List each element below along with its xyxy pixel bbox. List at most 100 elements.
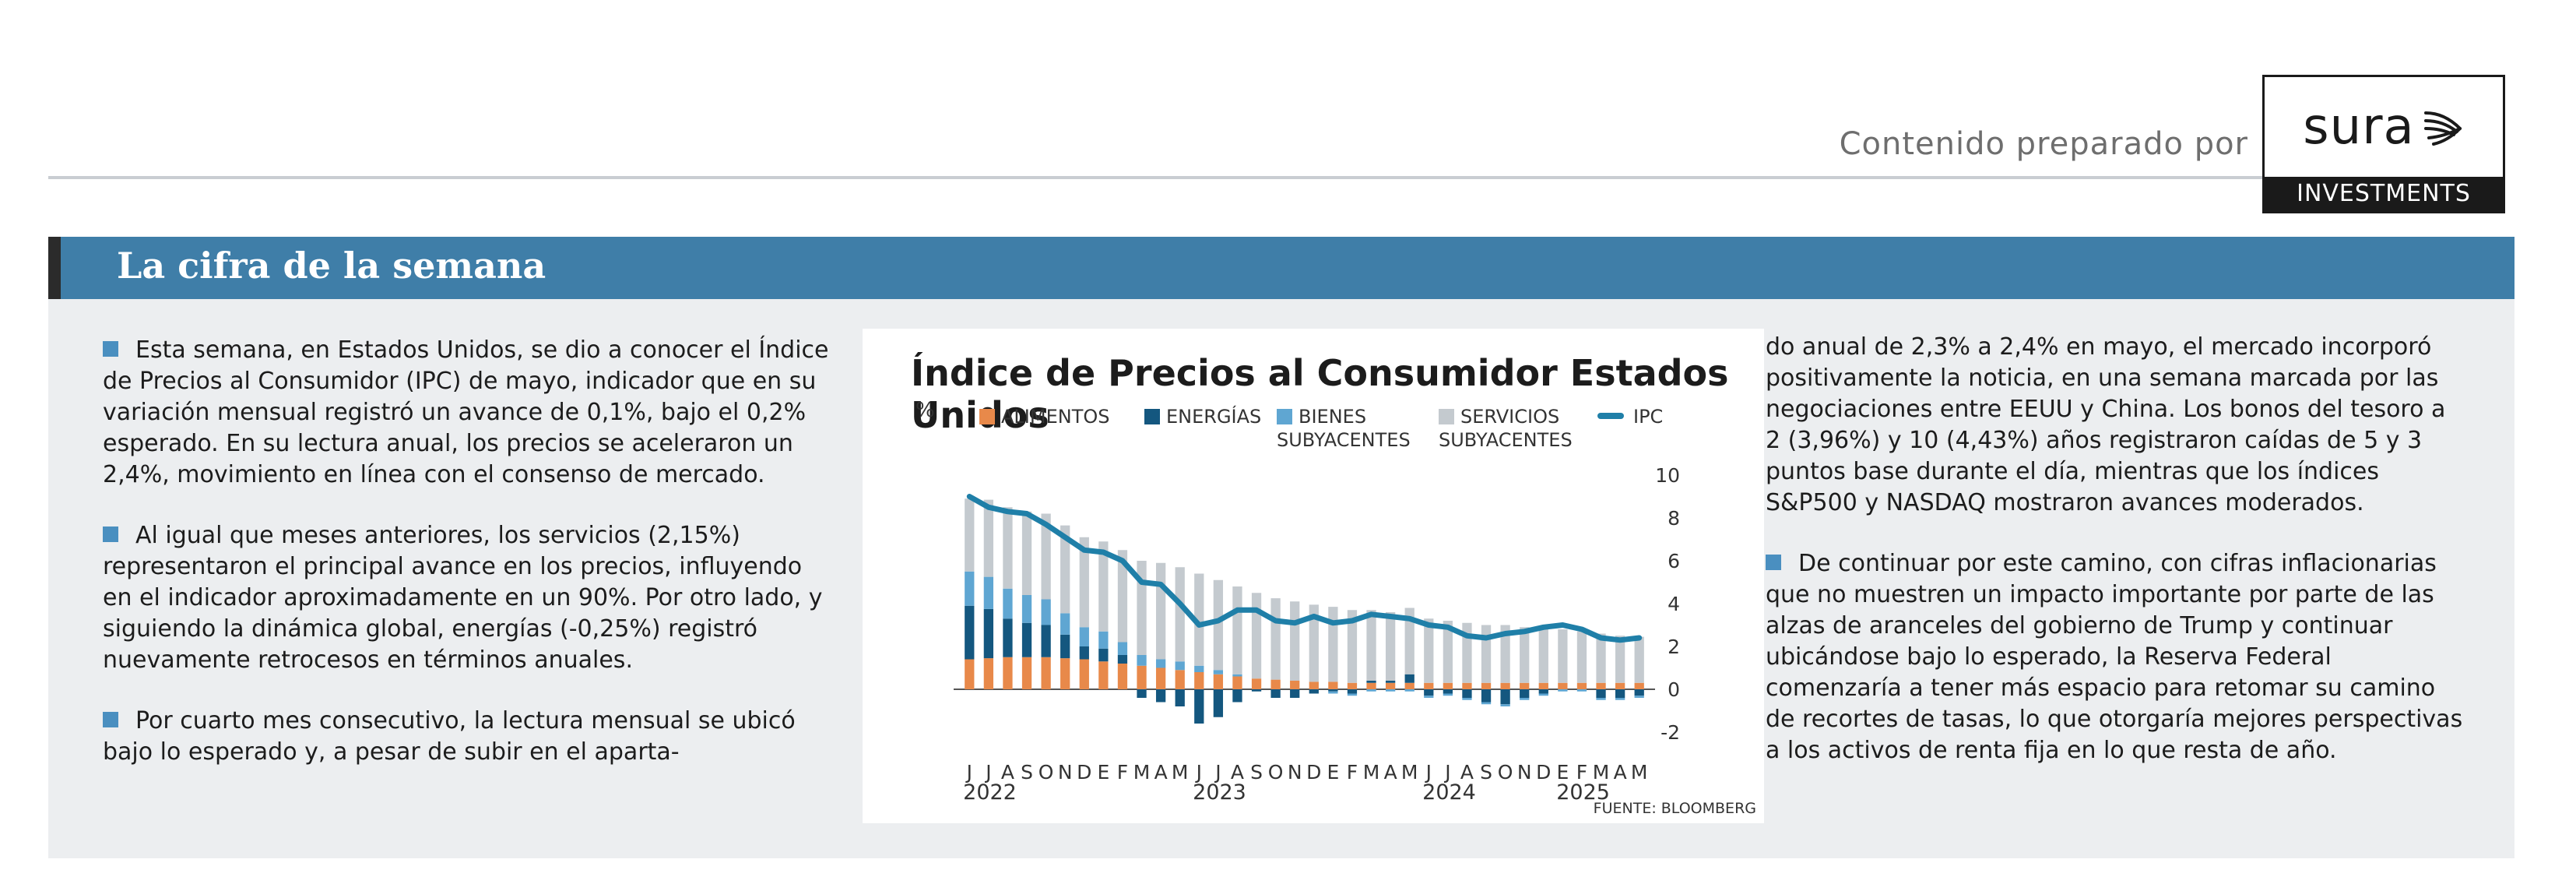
x-tick-label: N	[1058, 761, 1073, 784]
legend-servicios: SERVICIOS SUBYACENTES	[1439, 406, 1573, 451]
x-tick-label: S	[1250, 761, 1263, 784]
x-tick-label: D	[1306, 761, 1321, 784]
x-tick-label: M	[1593, 761, 1610, 784]
bullet-square-icon	[103, 712, 118, 727]
bar-segment	[1194, 573, 1204, 666]
bar-segment	[1385, 612, 1396, 681]
bar-segment	[1232, 676, 1242, 689]
bar-segment	[1615, 682, 1625, 689]
bar-segment	[1424, 682, 1434, 689]
bar-segment	[1117, 664, 1128, 689]
bar-segment	[1175, 670, 1185, 689]
x-tick-label: A	[1154, 761, 1168, 784]
bar-segment	[1481, 625, 1492, 683]
x-tick-label: A	[1384, 761, 1397, 784]
bar-segment	[1462, 698, 1472, 700]
x-tick-label: O	[1038, 761, 1054, 784]
bar-segment	[983, 658, 994, 689]
bar-segment	[1003, 618, 1013, 657]
bar-segment	[1060, 634, 1070, 659]
bar-segment	[1347, 682, 1358, 689]
bar-segment	[1520, 689, 1530, 698]
prepared-by-label: Contenido preparado por	[1839, 126, 2248, 162]
sura-investments-logo: sura INVESTMENTS	[2262, 75, 2505, 213]
legend-swatch	[979, 409, 995, 424]
bar-segment	[1003, 657, 1013, 689]
bar-segment	[1194, 689, 1204, 724]
bar-segment	[1098, 661, 1109, 689]
bar-segment	[1366, 682, 1376, 689]
bar-segment	[965, 498, 975, 572]
paragraph: Esta semana, en Estados Unidos, se dio a…	[103, 336, 829, 488]
bar-segment	[1596, 689, 1606, 698]
bar-segment	[1558, 689, 1568, 692]
bar-segment	[1290, 689, 1300, 698]
bar-segment	[1041, 599, 1051, 625]
x-tick-label: E	[1556, 761, 1569, 784]
logo-word: sura	[2303, 98, 2415, 156]
chart-source: FUENTE: BLOOMBERG	[1593, 800, 1756, 817]
bar-segment	[1290, 601, 1300, 681]
y-tick-label: 6	[1668, 550, 1680, 572]
bar-segment	[1251, 593, 1262, 679]
x-tick-label: A	[1460, 761, 1474, 784]
bar-segment	[1596, 682, 1606, 689]
bar-segment	[1481, 702, 1492, 705]
y-unit: %	[915, 399, 935, 422]
bar-segment	[1309, 604, 1319, 682]
x-tick-label: J	[1425, 761, 1432, 784]
legend-alimentos: ALIMENTOS	[979, 405, 1109, 428]
bar-segment	[1538, 689, 1548, 694]
bar-segment	[1003, 588, 1013, 619]
cifra-section: La cifra de la semana Esta semana, en Es…	[48, 237, 2514, 858]
bullet-square-icon	[1766, 555, 1781, 570]
bar-segment	[1443, 693, 1453, 696]
legend-energias: ENERGÍAS	[1144, 405, 1261, 428]
bar-segment	[1213, 674, 1224, 689]
left-column: Esta semana, en Estados Unidos, se dio a…	[103, 335, 835, 798]
bar-segment	[1385, 689, 1396, 692]
paragraph: Al igual que meses anteriores, los servi…	[103, 522, 823, 674]
bar-segment	[1232, 689, 1242, 703]
bar-segment	[1079, 659, 1089, 689]
bar-segment	[1385, 681, 1396, 683]
bar-segment	[1117, 550, 1128, 643]
ipc-line	[966, 494, 1643, 643]
bar-segment	[1443, 689, 1453, 694]
x-tick-label: A	[1231, 761, 1244, 784]
bar-segment	[1347, 693, 1358, 696]
cpi-chart: Índice de Precios al Consumidor Estados …	[863, 329, 1764, 823]
bar-segment	[1079, 537, 1089, 628]
bar-segment	[1538, 627, 1548, 683]
bar-segment	[1576, 682, 1587, 689]
bar-segment	[1213, 689, 1224, 717]
bar-segment	[1137, 655, 1147, 666]
legend-bienes: BIENES SUBYACENTES	[1277, 406, 1411, 451]
bar-segment	[1576, 689, 1587, 692]
bar-segment	[1021, 511, 1032, 595]
bar-segment	[1347, 610, 1358, 683]
x-tick-label: E	[1097, 761, 1109, 784]
bar-segment	[1117, 642, 1128, 655]
y-tick-label: 10	[1655, 464, 1680, 487]
bar-segment	[1270, 689, 1281, 698]
x-tick-label: F	[1117, 761, 1128, 784]
legend-swatch	[1277, 409, 1292, 424]
bar-segment	[1232, 586, 1242, 674]
legend-swatch	[1144, 409, 1160, 424]
bar-segment	[1596, 698, 1606, 700]
bar-segment	[1175, 689, 1185, 706]
x-tick-label: J	[965, 761, 972, 784]
bar-segment	[1137, 689, 1147, 698]
x-tick-label: S	[1480, 761, 1492, 784]
x-tick-label: D	[1077, 761, 1091, 784]
bar-segment	[1615, 636, 1625, 683]
bar-segment	[1155, 689, 1166, 703]
header-divider	[48, 176, 2262, 179]
paragraph: De continuar por este camino, con cifras…	[1766, 550, 2463, 764]
x-tick-label: J	[1195, 761, 1202, 784]
bar-segment	[1500, 682, 1510, 689]
bar-segment	[1404, 689, 1415, 692]
x-tick-label: F	[1576, 761, 1587, 784]
banner-accent	[48, 237, 61, 299]
